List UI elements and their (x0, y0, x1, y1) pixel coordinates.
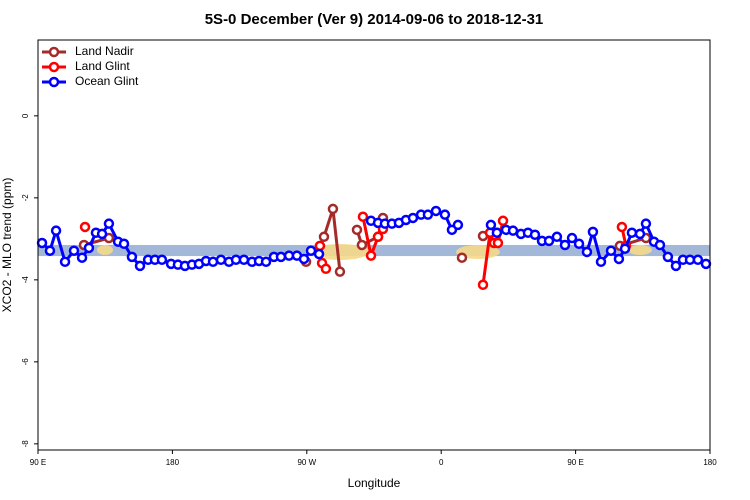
x-tick-label: 180 (166, 458, 180, 467)
data-point (305, 245, 317, 256)
y-tick-label: -2 (21, 194, 30, 202)
data-point (573, 238, 585, 250)
data-point (551, 231, 563, 243)
x-tick-label: 90 E (567, 458, 583, 467)
data-point (587, 226, 599, 238)
data-point (313, 248, 325, 260)
data-point (640, 218, 652, 229)
data-point (134, 260, 146, 272)
land-patch (97, 245, 113, 255)
data-point (50, 225, 62, 236)
data-point (634, 228, 646, 240)
data-point (595, 256, 607, 268)
series-group (36, 203, 712, 291)
data-point (662, 251, 674, 263)
data-point (298, 253, 310, 265)
data-point (477, 279, 489, 291)
series (36, 205, 712, 272)
legend-marker (48, 46, 60, 58)
data-point (275, 251, 287, 263)
x-axis-label: Longitude (348, 476, 401, 490)
x-tick-label: 90 E (30, 458, 46, 467)
data-point (605, 245, 617, 256)
legend-marker (48, 76, 60, 88)
data-point (543, 235, 555, 247)
data-point (430, 205, 442, 217)
data-point (491, 227, 503, 238)
data-point (351, 224, 363, 236)
data-point (118, 238, 130, 250)
data-point (529, 229, 541, 240)
data-point (581, 246, 593, 258)
data-point (619, 243, 631, 254)
x-tick-label: 90 W (297, 458, 316, 467)
legend-label: Land Glint (75, 59, 130, 73)
y-tick-label: -4 (21, 276, 30, 284)
data-point (559, 239, 571, 251)
data-point (357, 211, 369, 222)
y-tick-label: -8 (21, 440, 30, 448)
data-point (83, 242, 95, 254)
data-point (492, 237, 504, 249)
data-point (36, 237, 48, 249)
data-point (365, 250, 377, 261)
x-tick-label: 0 (439, 458, 444, 467)
data-point (76, 252, 88, 263)
data-point (670, 260, 682, 272)
y-tick-label: -6 (21, 358, 30, 366)
data-point (260, 256, 272, 268)
data-point (626, 227, 638, 238)
data-point (356, 239, 368, 251)
data-point (485, 219, 497, 231)
legend-label: Ocean Glint (75, 74, 139, 88)
data-point (68, 245, 80, 256)
land-patch (628, 245, 652, 255)
data-point (215, 254, 227, 266)
data-point (314, 240, 326, 252)
y-axis-label: XCO2 - MLO trend (ppm) (0, 178, 14, 313)
data-point (156, 254, 168, 266)
data-point (497, 215, 509, 227)
data-point (79, 221, 91, 233)
data-point (238, 254, 250, 266)
land-patch (310, 244, 370, 260)
data-point (456, 252, 468, 263)
chart-title: 5S-0 December (Ver 9) 2014-09-06 to 2018… (205, 11, 544, 28)
data-point (327, 203, 339, 215)
y-tick-label: 0 (21, 113, 30, 118)
data-point (616, 221, 628, 233)
data-point (566, 232, 578, 244)
data-point (452, 219, 464, 231)
data-point (654, 239, 666, 251)
x-tick-label: 180 (703, 458, 717, 467)
data-point (320, 263, 332, 275)
data-point (126, 251, 138, 263)
data-point (372, 231, 384, 243)
data-point (44, 245, 56, 256)
data-point (334, 266, 346, 277)
data-point (103, 218, 115, 229)
legend-label: Land Nadir (75, 44, 134, 58)
data-point (407, 212, 419, 224)
data-point (59, 256, 71, 268)
data-point (96, 228, 108, 240)
plot-frame (37, 39, 711, 451)
data-point (318, 231, 330, 243)
data-point (439, 209, 451, 220)
data-point (692, 254, 704, 266)
data-point (700, 258, 712, 270)
data-point (613, 253, 625, 265)
legend-marker (48, 61, 60, 73)
data-point (422, 209, 434, 220)
